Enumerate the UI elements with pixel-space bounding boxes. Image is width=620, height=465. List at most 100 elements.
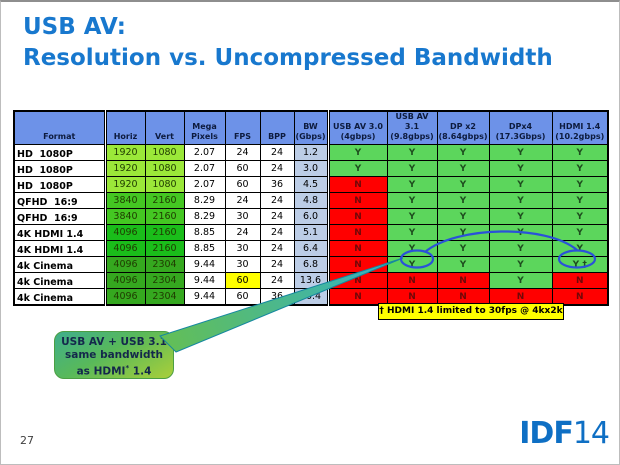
- table-cell: N: [436, 272, 490, 289]
- table-cell: 4096: [103, 240, 146, 257]
- table-row: 4K HDMI 1.4 4096 2160 8.85 24 24 5.1 N Y Y Y Y: [13, 224, 609, 241]
- table-cell: Y: [488, 144, 553, 161]
- table-cell: 30: [224, 240, 261, 257]
- table-cell: Y: [436, 176, 490, 193]
- table-cell: 60: [224, 176, 261, 193]
- table-row: QFHD 16:9 3840 2160 8.29 24 24 4.8 N Y Y Y Y: [13, 192, 609, 209]
- table-cell: 1080: [144, 144, 185, 161]
- table-cell: N: [386, 272, 438, 289]
- table-cell: N: [436, 288, 490, 306]
- table-row: 4K HDMI 1.4 4096 2160 8.85 30 24 6.4 N Y Y Y Y: [13, 240, 609, 257]
- table-cell: 8.29: [183, 208, 226, 225]
- table-cell: 4096: [103, 272, 146, 289]
- table-cell: 6.8: [293, 256, 329, 273]
- table-cell: 24: [224, 144, 261, 161]
- table-cell: 3.0: [293, 160, 329, 177]
- col-header-usb-av-3-0: USB AV 3.0 (4gbps): [326, 110, 388, 145]
- table-cell: N: [326, 256, 388, 273]
- table-cell: 2.07: [183, 160, 226, 177]
- table-cell: HD 1080P: [13, 144, 106, 161]
- table-cell: Y: [551, 240, 609, 257]
- table-cell: 36: [259, 176, 295, 193]
- table-cell: Y: [551, 160, 609, 177]
- table-cell: 4K HDMI 1.4: [13, 224, 106, 241]
- table-cell: 4.8: [293, 192, 329, 209]
- table-cell: 24: [224, 192, 261, 209]
- table-cell: Y: [551, 176, 609, 193]
- table-cell: HD 1080P: [13, 176, 106, 193]
- table-cell: Y: [488, 224, 553, 241]
- table-cell: 36: [259, 288, 295, 306]
- table-cell: 6.0: [293, 208, 329, 225]
- col-header-usb-av-3-1: USB AV 3.1 (9.8gbps): [386, 110, 438, 145]
- table-cell: 1920: [103, 176, 146, 193]
- table-cell: 8.85: [183, 224, 226, 241]
- callout-line-3: as HDMI* 1.4: [76, 364, 152, 378]
- table-cell: Y: [386, 144, 438, 161]
- table-cell: 24: [259, 272, 295, 289]
- table-cell: 60: [224, 288, 261, 306]
- table-cell: N: [326, 224, 388, 241]
- table-cell: 2160: [144, 208, 185, 225]
- table-cell: 4.5: [293, 176, 329, 193]
- table-cell: 2160: [144, 192, 185, 209]
- table-header-row: Format Horiz Vert Mega Pixels FPS BPP BW (Gbps) U…: [13, 110, 609, 145]
- table-cell: 4K HDMI 1.4: [13, 240, 106, 257]
- table-cell: 4k Cinema: [13, 272, 106, 289]
- table-cell: 30: [224, 256, 261, 273]
- table-cell: Y: [326, 144, 388, 161]
- table-cell: Y: [386, 256, 438, 273]
- callout-line-1: USB AV + USB 3.1: [61, 336, 167, 348]
- table-cell: Y: [488, 160, 553, 177]
- header-row: Format Horiz Vert Mega Pixels FPS BPP BW (Gbps) U…: [13, 110, 609, 145]
- table-cell: Y: [436, 224, 490, 241]
- table-cell: 3840: [103, 208, 146, 225]
- title-line-1: USB AV:: [23, 14, 126, 40]
- col-header-fps: FPS: [224, 110, 261, 145]
- col-header-format: Format: [13, 110, 106, 145]
- table-cell: N: [326, 272, 388, 289]
- table-cell: Y: [488, 208, 553, 225]
- table-cell: 2.07: [183, 144, 226, 161]
- page-number: 27: [20, 434, 34, 447]
- table-cell: Y: [436, 144, 490, 161]
- col-header-mega: Mega Pixels: [183, 110, 226, 145]
- table-cell: Y: [386, 208, 438, 225]
- table-cell: Y: [386, 224, 438, 241]
- table-cell: Y: [386, 192, 438, 209]
- table-cell: Y †: [551, 256, 609, 273]
- table-row: QFHD 16:9 3840 2160 8.29 30 24 6.0 N Y Y Y Y: [13, 208, 609, 225]
- table-cell: 4k Cinema: [13, 288, 106, 306]
- table-cell: 24: [259, 144, 295, 161]
- table-cell: QFHD 16:9: [13, 208, 106, 225]
- table-cell: 2.07: [183, 176, 226, 193]
- table-cell: 24: [259, 160, 295, 177]
- col-header-hdmi-1-4: HDMI 1.4 (10.2gbps): [551, 110, 609, 145]
- table-cell: 24: [259, 256, 295, 273]
- table-cell: 5.1: [293, 224, 329, 241]
- table-cell: 2160: [144, 240, 185, 257]
- table-cell: 60: [224, 160, 261, 177]
- table-cell: 9.44: [183, 272, 226, 289]
- table-cell: 4096: [103, 288, 146, 306]
- table-cell: 2304: [144, 256, 185, 273]
- table-row: 4k Cinema 4096 2304 9.44 30 24 6.8 N Y Y Y Y †: [13, 256, 609, 273]
- table-cell: 1080: [144, 160, 185, 177]
- table-cell: N: [551, 288, 609, 306]
- table-cell: N: [326, 192, 388, 209]
- table-body: HD 1080P 1920 1080 2.07 24 24 1.2 Y Y Y Y Y HD 1080P…: [13, 144, 609, 306]
- table-cell: N: [551, 272, 609, 289]
- table-cell: 9.44: [183, 256, 226, 273]
- table-cell: 2304: [144, 272, 185, 289]
- table-cell: 8.85: [183, 240, 226, 257]
- table-cell: Y: [488, 240, 553, 257]
- table-cell: Y: [386, 240, 438, 257]
- table-cell: 1920: [103, 160, 146, 177]
- table-cell: Y: [551, 144, 609, 161]
- table-cell: 2304: [144, 288, 185, 306]
- table-cell: 24: [224, 224, 261, 241]
- table-cell: Y: [386, 160, 438, 177]
- table-cell: Y: [436, 240, 490, 257]
- table-cell: Y: [488, 272, 553, 289]
